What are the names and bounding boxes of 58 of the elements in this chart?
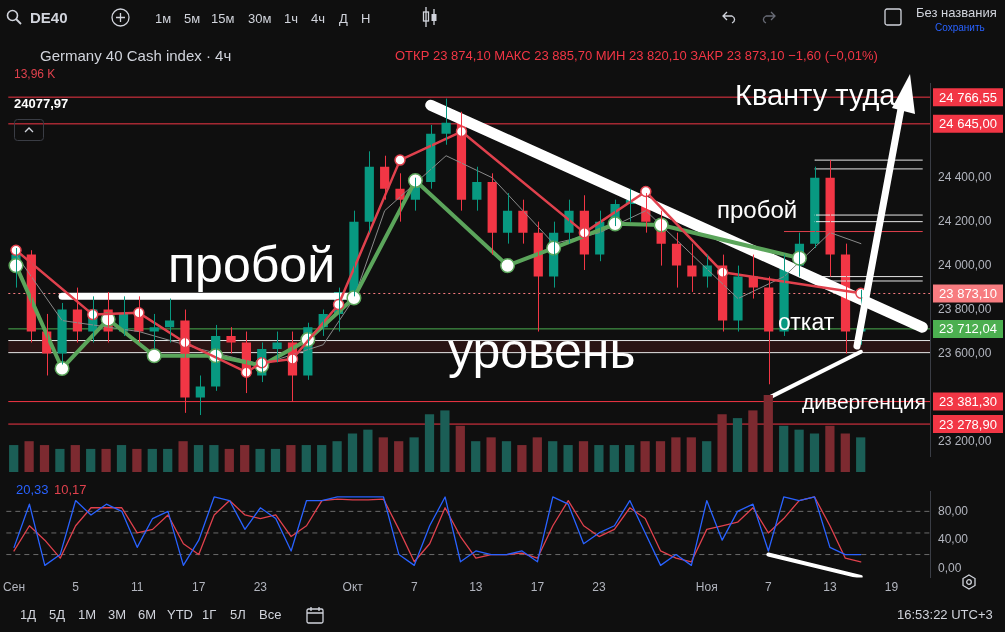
text: 1М xyxy=(78,607,97,622)
text: 1Г xyxy=(202,607,217,622)
text: 6М xyxy=(138,607,157,622)
text: 4ч xyxy=(311,11,326,26)
x-tick-label: 17 xyxy=(192,580,206,595)
text: 15м xyxy=(211,11,235,26)
text: 5Л xyxy=(230,607,246,622)
ref-line-label: 24 645,00 xyxy=(939,116,997,132)
text: 13,96 K xyxy=(14,67,56,81)
ref-line-label: 23 712,04 xyxy=(939,321,997,337)
x-tick-label: 13 xyxy=(469,580,483,595)
x-tick-label: 23 xyxy=(253,580,268,595)
chart-subtitle: ОТКР 23 874,10 МАКС 23 885,70 МИН 23 820,10 ЗАКР 23 873,10 −1,60 (−0,01%) xyxy=(395,48,878,63)
annotation: 24077,97 xyxy=(14,96,69,111)
ref-line-label: 23 873,10 xyxy=(939,286,997,302)
y-tick-label: 24 200,00 xyxy=(938,213,992,228)
text: 1Д xyxy=(20,607,37,622)
x-tick-label: Ноя xyxy=(695,580,718,595)
x-tick-label: 11 xyxy=(130,580,144,595)
annotation: 10,17 xyxy=(54,482,87,497)
y-tick-label: 80,00 xyxy=(938,503,969,518)
text: DE40 xyxy=(30,9,68,26)
text: Сохранить xyxy=(935,22,985,33)
text: Д xyxy=(339,11,348,26)
text: Без названия xyxy=(916,5,997,20)
ref-line-label: 23 381,30 xyxy=(939,394,997,410)
x-tick-label: 13 xyxy=(823,580,837,595)
y-tick-label: 24 000,00 xyxy=(938,257,992,272)
x-tick-label: 17 xyxy=(530,580,545,595)
x-tick-label: Окт xyxy=(342,580,364,595)
y-tick-label: 0,00 xyxy=(938,561,962,576)
x-tick-label: 7 xyxy=(410,580,418,595)
text: 5Д xyxy=(49,607,66,622)
annotation: пробой xyxy=(717,196,798,224)
x-tick-label: 19 xyxy=(884,580,899,595)
text: 16:53:22 UTC+3 xyxy=(897,607,993,622)
x-tick-label: 5 xyxy=(72,580,80,595)
y-tick-label: 23 800,00 xyxy=(938,301,992,316)
annotation: 20,33 xyxy=(16,482,49,497)
text: 3М xyxy=(108,607,127,622)
y-tick-label: 23 600,00 xyxy=(938,345,992,360)
text: 5м xyxy=(184,11,201,26)
chart-title: Germany 40 Cash index · 4ч xyxy=(40,47,232,64)
y-tick-label: 23 200,00 xyxy=(938,433,992,448)
y-tick-label: 40,00 xyxy=(938,532,969,547)
x-tick-label: Сен xyxy=(3,580,26,595)
ref-line-label: 23 278,90 xyxy=(939,416,997,432)
x-tick-label: 23 xyxy=(592,580,607,595)
ref-line-label: 24 766,55 xyxy=(939,89,997,105)
x-tick-label: 7 xyxy=(765,580,773,595)
text: 30м xyxy=(248,11,272,26)
y-tick-label: 24 400,00 xyxy=(938,170,992,185)
annotation: пробой xyxy=(168,236,336,294)
text: 1ч xyxy=(284,11,299,26)
text: Все xyxy=(259,607,282,622)
text: 1м xyxy=(155,11,172,26)
text: YTD xyxy=(167,607,193,622)
text: Н xyxy=(361,11,371,26)
